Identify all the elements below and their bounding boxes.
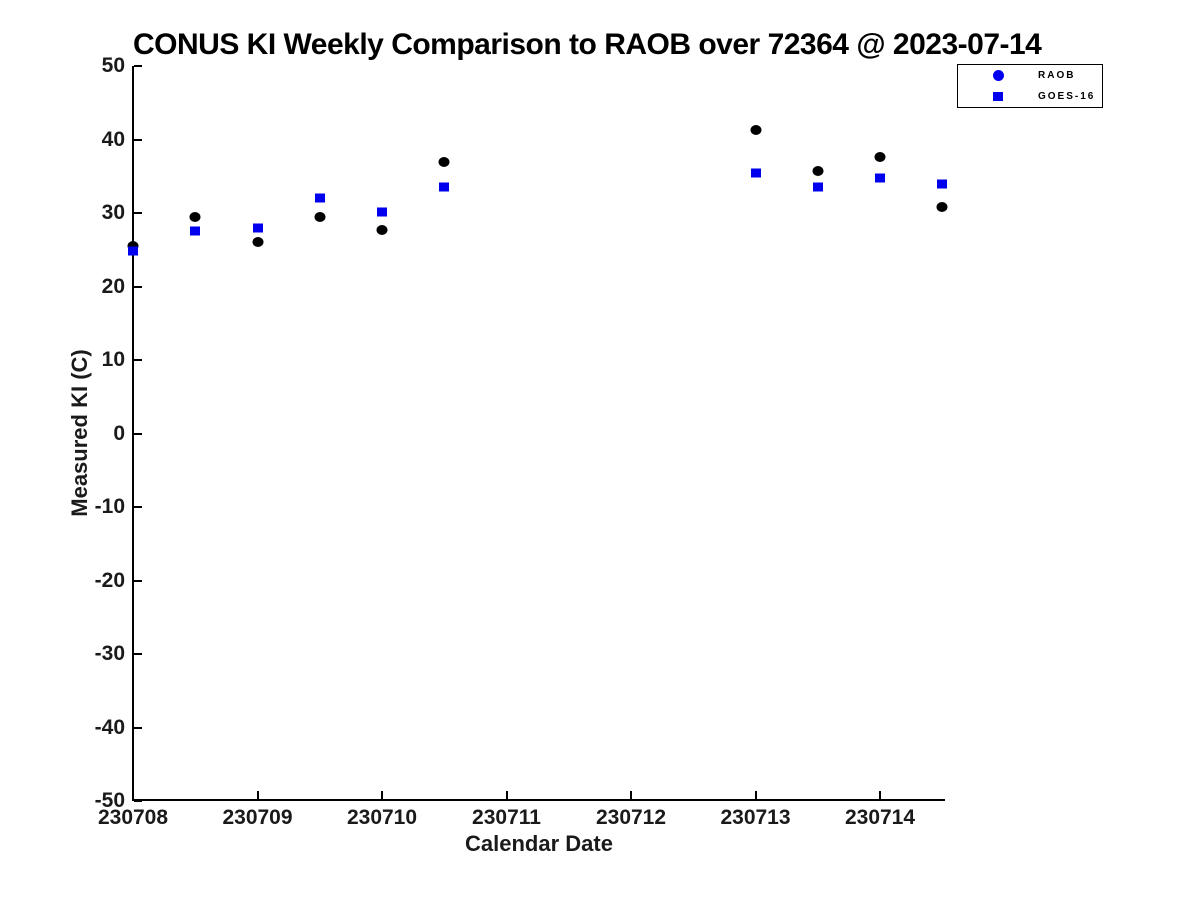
x-tick-mark <box>879 791 881 799</box>
x-tick-mark <box>381 791 383 799</box>
legend-label-goes-16: GOES-16 <box>1038 91 1096 102</box>
data-point-goes-16 <box>812 182 823 192</box>
legend-entry-raob: RAOB <box>958 65 1102 86</box>
data-point-raob <box>252 236 263 247</box>
x-tick-label: 230714 <box>844 806 916 829</box>
x-axis-label: Calendar Date <box>465 831 613 856</box>
data-point-goes-16 <box>750 168 761 178</box>
goes-16-square-marker-icon <box>993 92 1003 101</box>
data-point-raob <box>812 166 824 177</box>
y-tick-mark <box>134 579 142 582</box>
legend-marker-cell <box>958 70 1038 81</box>
y-tick-mark <box>134 726 142 729</box>
data-point-goes-16 <box>937 179 948 189</box>
data-point-goes-16 <box>190 226 201 236</box>
data-point-raob <box>438 157 450 168</box>
x-tick-label: 230708 <box>97 806 169 829</box>
y-tick-mark <box>134 212 142 214</box>
x-tick-mark <box>505 791 508 799</box>
data-point-goes-16 <box>377 207 387 217</box>
data-point-raob <box>874 152 886 163</box>
y-tick-mark <box>134 65 142 67</box>
y-tick-label: -50 <box>94 789 125 812</box>
chart-title: CONUS KI Weekly Comparison to RAOB over … <box>133 28 1042 61</box>
y-tick-label: 40 <box>101 127 125 151</box>
legend-label-raob: RAOB <box>1038 70 1076 81</box>
y-tick-label: 10 <box>101 348 125 371</box>
y-tick-label: -10 <box>94 495 125 518</box>
y-tick-mark <box>134 138 142 141</box>
x-tick-label: 230712 <box>595 806 667 829</box>
y-tick-label: 0 <box>113 421 125 445</box>
y-tick-mark <box>134 800 142 802</box>
x-tick-label: 230711 <box>472 806 541 829</box>
y-tick-label: -40 <box>94 715 125 739</box>
legend-marker-cell <box>958 92 1038 101</box>
y-tick-label: 20 <box>101 274 125 298</box>
x-tick-label: 230710 <box>346 806 418 829</box>
y-tick-mark <box>134 432 142 435</box>
data-point-goes-16 <box>875 173 885 183</box>
y-tick-mark <box>134 359 142 361</box>
y-tick-label: -20 <box>94 568 125 592</box>
data-point-goes-16 <box>314 193 325 203</box>
y-tick-label: 50 <box>101 54 125 77</box>
x-tick-mark <box>630 791 632 799</box>
data-point-goes-16 <box>252 223 263 233</box>
y-tick-mark <box>134 285 142 288</box>
x-tick-mark <box>256 791 259 799</box>
y-tick-mark <box>134 653 142 655</box>
x-axis-line <box>132 799 945 801</box>
legend: RAOB GOES-16 <box>957 64 1103 108</box>
data-point-raob <box>376 224 388 235</box>
y-tick-label: -30 <box>94 642 125 665</box>
raob-circle-marker-icon <box>992 70 1004 81</box>
data-point-goes-16 <box>439 182 450 192</box>
y-tick-label: 30 <box>101 201 125 224</box>
data-point-raob <box>936 202 948 213</box>
legend-entry-goes-16: GOES-16 <box>958 86 1102 107</box>
x-tick-mark <box>754 791 757 799</box>
x-tick-label: 230709 <box>222 806 293 829</box>
y-axis-line <box>132 66 134 801</box>
x-tick-label: 230713 <box>720 806 791 829</box>
data-point-raob <box>750 124 761 135</box>
data-point-goes-16 <box>128 246 138 256</box>
data-point-raob <box>127 241 139 252</box>
data-point-raob <box>189 211 201 222</box>
y-axis-label: Measured KI (C) <box>67 349 92 517</box>
x-tick-mark <box>132 791 134 799</box>
data-point-raob <box>314 212 326 223</box>
y-tick-mark <box>134 506 142 508</box>
